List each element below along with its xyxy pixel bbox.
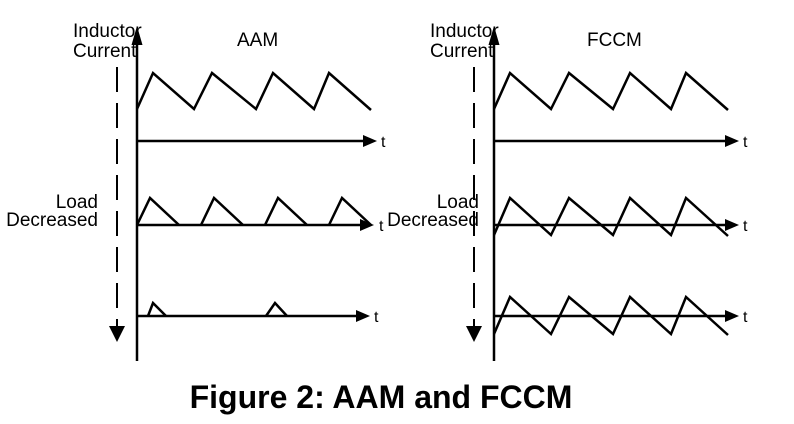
svg-text:Decreased: Decreased bbox=[6, 210, 98, 231]
svg-text:Decreased: Decreased bbox=[387, 210, 479, 231]
svg-text:Current: Current bbox=[73, 41, 137, 62]
svg-text:t: t bbox=[374, 309, 379, 326]
svg-text:Figure 2: AAM and FCCM: Figure 2: AAM and FCCM bbox=[190, 379, 573, 415]
svg-text:t: t bbox=[743, 134, 748, 151]
svg-text:AAM: AAM bbox=[237, 30, 278, 51]
svg-text:Current: Current bbox=[430, 41, 494, 62]
svg-text:t: t bbox=[743, 309, 748, 326]
svg-text:t: t bbox=[743, 218, 748, 235]
svg-text:t: t bbox=[379, 218, 384, 235]
svg-text:FCCM: FCCM bbox=[587, 30, 642, 51]
svg-text:Inductor: Inductor bbox=[73, 21, 142, 42]
svg-text:t: t bbox=[381, 134, 386, 151]
svg-text:Inductor: Inductor bbox=[430, 21, 499, 42]
